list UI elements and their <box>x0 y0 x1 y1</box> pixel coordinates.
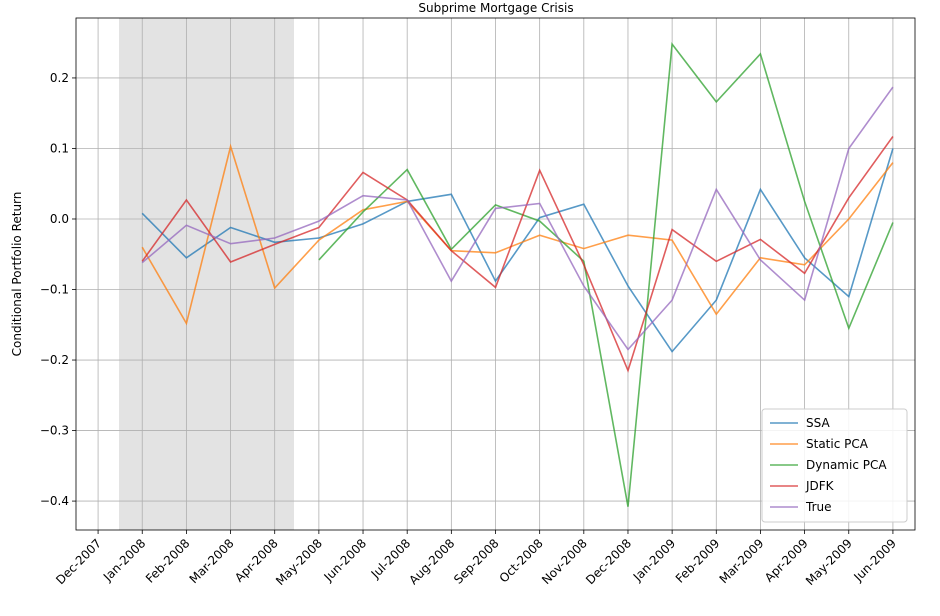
y-tick-label: −0.3 <box>40 424 69 438</box>
y-axis-label: Conditional Portfolio Return <box>10 192 24 357</box>
x-tick-label: Dec-2008 <box>583 536 634 587</box>
x-tick-label: Mar-2008 <box>187 536 237 586</box>
x-tick-label: Sep-2008 <box>451 536 502 587</box>
x-tick-label: Mar-2009 <box>717 536 767 586</box>
x-tick-label: Feb-2008 <box>143 536 193 586</box>
y-tick-label: −0.4 <box>40 494 69 508</box>
shaded-period <box>119 18 294 530</box>
x-tick-label: Feb-2009 <box>673 536 723 586</box>
x-tick-label: Jan-2009 <box>630 536 678 584</box>
y-tick-label: −0.1 <box>40 283 69 297</box>
x-tick-label: Jul-2008 <box>368 536 414 582</box>
legend-label: True <box>805 500 832 514</box>
line-series <box>141 143 894 326</box>
y-tick-label: 0.2 <box>50 71 69 85</box>
x-tick-label: Jun-2008 <box>321 536 370 585</box>
plot-frame <box>75 17 916 531</box>
chart-title: Subprime Mortgage Crisis <box>418 1 573 15</box>
x-tick-label: Jun-2009 <box>851 536 900 585</box>
line-series <box>141 148 894 353</box>
x-tick-label: Jan-2008 <box>100 536 148 584</box>
legend-box <box>761 408 908 523</box>
legend-label: Static PCA <box>806 437 869 451</box>
x-tick-label: Nov-2008 <box>539 536 590 587</box>
legend-label: Dynamic PCA <box>806 458 887 472</box>
x-tick-label: May-2008 <box>273 536 325 588</box>
x-tick-label: May-2009 <box>803 536 855 588</box>
line-series <box>141 86 894 351</box>
line-series <box>141 136 894 373</box>
x-tick-label: Oct-2008 <box>497 536 546 585</box>
legend-label: JDFK <box>805 479 835 493</box>
legend-label: SSA <box>806 416 830 430</box>
y-tick-label: −0.2 <box>40 353 69 367</box>
y-tick-label: 0.1 <box>50 141 69 155</box>
x-tick-label: Aug-2008 <box>406 536 457 587</box>
x-tick-label: Dec-2007 <box>53 536 104 587</box>
y-tick-label: 0.0 <box>50 212 69 226</box>
line-series <box>318 41 894 507</box>
